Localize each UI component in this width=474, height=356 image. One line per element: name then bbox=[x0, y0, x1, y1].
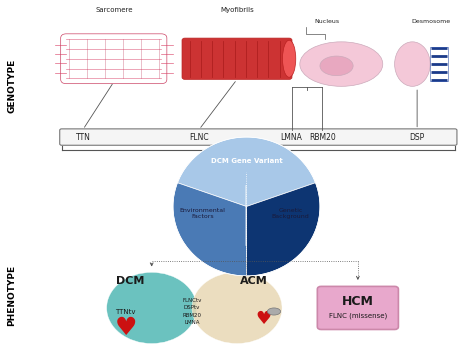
Text: RBM20: RBM20 bbox=[309, 132, 336, 142]
Ellipse shape bbox=[394, 42, 430, 87]
Ellipse shape bbox=[267, 308, 281, 315]
Text: DCM: DCM bbox=[116, 276, 145, 286]
FancyBboxPatch shape bbox=[60, 129, 457, 145]
Text: FLNCtv
DSPtv
RBM20
LMNA: FLNCtv DSPtv RBM20 LMNA bbox=[182, 298, 201, 325]
Text: DCM Gene Variant: DCM Gene Variant bbox=[210, 158, 283, 164]
Polygon shape bbox=[177, 137, 316, 206]
Text: Nucleus: Nucleus bbox=[314, 19, 340, 24]
FancyBboxPatch shape bbox=[182, 38, 292, 79]
Text: FLNC: FLNC bbox=[189, 132, 209, 142]
Ellipse shape bbox=[192, 272, 282, 344]
Text: FLNC (missense): FLNC (missense) bbox=[329, 313, 387, 319]
Text: ♥: ♥ bbox=[255, 310, 271, 328]
Text: TTNtv: TTNtv bbox=[115, 309, 136, 314]
Text: ♥: ♥ bbox=[114, 315, 137, 340]
Ellipse shape bbox=[107, 272, 197, 344]
Polygon shape bbox=[246, 183, 320, 276]
Text: HCM: HCM bbox=[342, 295, 374, 308]
Text: Genetic
Background: Genetic Background bbox=[272, 208, 310, 219]
Ellipse shape bbox=[300, 42, 383, 87]
FancyBboxPatch shape bbox=[318, 286, 398, 330]
Text: PHENOTYPE: PHENOTYPE bbox=[8, 265, 16, 326]
Polygon shape bbox=[173, 183, 246, 276]
Text: Environmental
Factors: Environmental Factors bbox=[180, 208, 225, 219]
Text: Myofibrils: Myofibrils bbox=[220, 7, 254, 14]
Ellipse shape bbox=[320, 56, 353, 76]
Text: TTN: TTN bbox=[75, 132, 91, 142]
Text: Sarcomere: Sarcomere bbox=[95, 7, 133, 14]
Text: LMNA: LMNA bbox=[281, 132, 302, 142]
Text: GENOTYPE: GENOTYPE bbox=[8, 58, 16, 112]
Ellipse shape bbox=[283, 40, 296, 77]
Text: ACM: ACM bbox=[240, 276, 267, 286]
Text: DSP: DSP bbox=[410, 132, 425, 142]
Text: Desmosome: Desmosome bbox=[412, 19, 451, 24]
